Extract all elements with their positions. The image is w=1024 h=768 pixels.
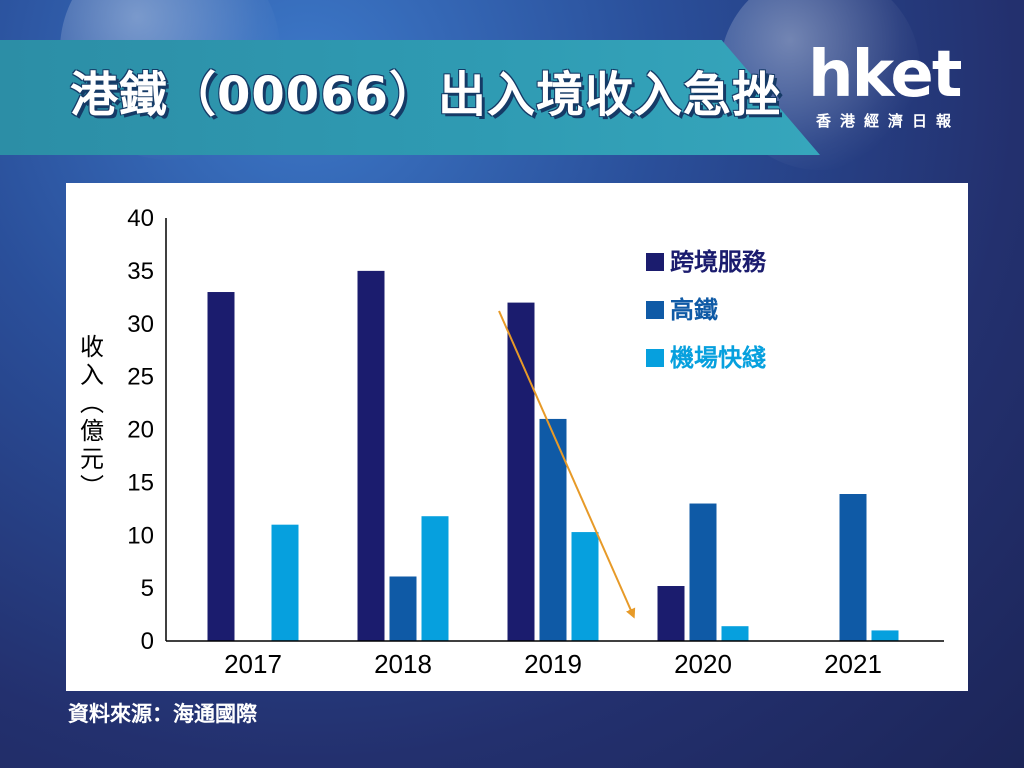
x-tick-label: 2019 [524, 649, 582, 679]
bar-chart: 0 5 10 15 20 25 30 35 40 2017 2018 2019 2020 2021 跨境… [80, 205, 944, 679]
bar-cross-boundary-2018 [357, 270, 385, 641]
bar-high-speed-rail-2021 [839, 494, 867, 641]
y-axis-label: 收入︵億元︶ [80, 334, 104, 501]
legend-swatch [646, 301, 664, 319]
bar-cross-boundary-2017 [207, 292, 235, 641]
logo-wordmark: hket [808, 38, 962, 112]
y-tick-label: 20 [127, 417, 154, 444]
y-tick-labels: 0 5 10 15 20 25 30 35 40 [127, 205, 154, 655]
bar-high-speed-rail-2018 [389, 576, 417, 641]
bar-high-speed-rail-2019 [539, 418, 567, 641]
bar-airport-express-2020 [721, 626, 749, 641]
page-title: 港鐵（00066）出入境收入急挫 [70, 67, 781, 123]
y-tick-label: 35 [127, 258, 154, 285]
y-tick-label: 15 [127, 469, 154, 496]
y-tick-label: 5 [141, 575, 154, 602]
x-tick-label: 2018 [374, 649, 432, 679]
legend-label: 跨境服務 [670, 248, 767, 276]
bar-airport-express-2019 [571, 532, 599, 641]
legend-label: 機場快綫 [670, 344, 766, 372]
annotation [498, 310, 636, 619]
x-tick-label: 2020 [674, 649, 732, 679]
x-tick-label: 2017 [224, 649, 282, 679]
bar-cross-boundary-2019 [507, 302, 535, 641]
y-tick-label: 10 [127, 522, 154, 549]
logo-subtitle: 香港經濟日報 [816, 112, 961, 130]
bar-airport-express-2017 [271, 524, 299, 641]
bar-cross-boundary-2020 [657, 586, 685, 641]
y-axis-label-text: 收入︵億元︶ [80, 334, 104, 501]
legend-swatch [646, 253, 664, 271]
y-tick-label: 25 [127, 364, 154, 391]
legend-swatch [646, 349, 664, 367]
bar-airport-express-2021 [871, 630, 899, 641]
bar-high-speed-rail-2020 [689, 503, 717, 641]
bars [207, 270, 899, 641]
trend-arrow [498, 310, 636, 619]
chart-panel: 0 5 10 15 20 25 30 35 40 2017 2018 2019 2020 2021 跨境… [66, 183, 968, 691]
x-tick-labels: 2017 2018 2019 2020 2021 [224, 649, 882, 679]
bar-airport-express-2018 [421, 516, 449, 641]
y-tick-label: 30 [127, 311, 154, 338]
y-tick-label: 0 [141, 628, 154, 655]
y-tick-label: 40 [127, 205, 154, 232]
title-band [0, 40, 820, 155]
hket-logo: hket 香港經濟日報 [808, 38, 988, 138]
legend-label: 高鐵 [670, 296, 718, 324]
source-note: 資料來源：海通國際 [68, 702, 257, 726]
x-tick-label: 2021 [824, 649, 882, 679]
